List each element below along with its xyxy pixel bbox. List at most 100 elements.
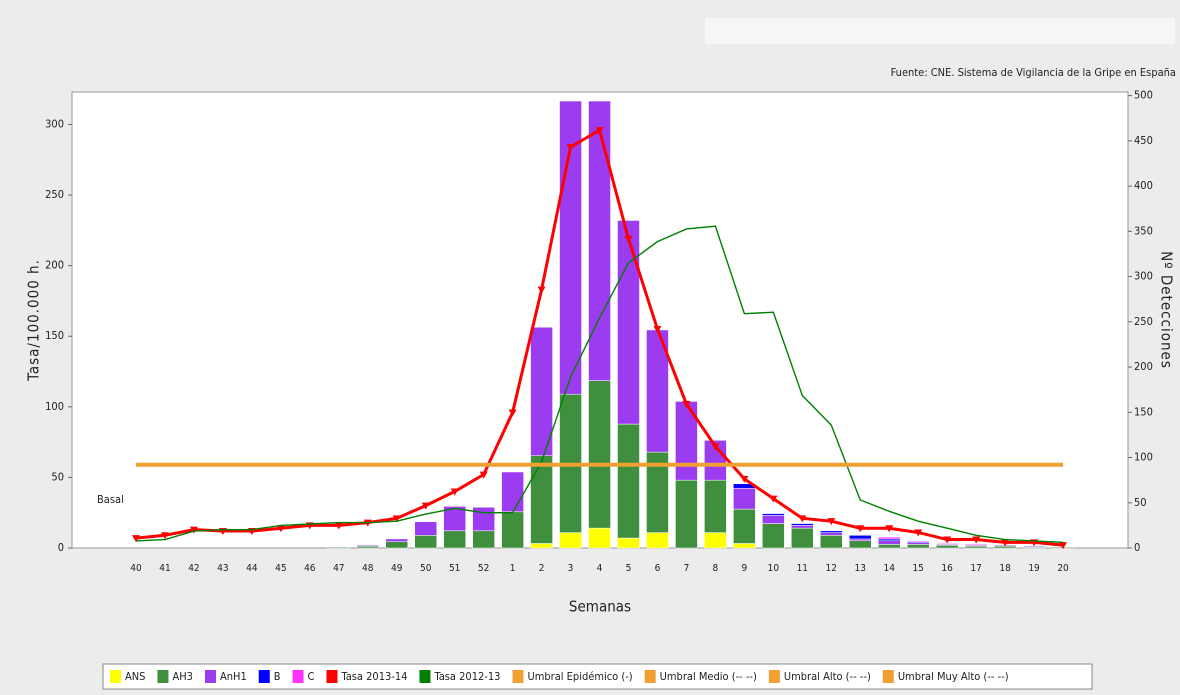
- x-tick-label: 50: [420, 563, 432, 574]
- legend-swatch: [419, 670, 431, 683]
- bar-segment: [414, 535, 437, 549]
- legend-swatch: [326, 670, 338, 683]
- bar-segment: [964, 545, 988, 549]
- bar-segment: [530, 455, 553, 544]
- bar-segment: [704, 532, 727, 549]
- legend-label: Umbral Muy Alto (-- --): [898, 670, 1009, 683]
- bar-segment: [877, 536, 901, 540]
- legend-swatch: [258, 670, 270, 683]
- y2-tick-label: 50: [1134, 496, 1147, 509]
- line-marker: [450, 488, 459, 496]
- bar-segment: [704, 479, 727, 533]
- line-marker: [856, 525, 865, 533]
- line-marker: [595, 127, 604, 135]
- y2-tick-label: 500: [1134, 89, 1153, 102]
- y2-tick-label: 400: [1134, 179, 1153, 192]
- bar-segment: [877, 538, 901, 542]
- legend-swatch: [157, 670, 169, 683]
- x-tick-label: 6: [655, 563, 661, 574]
- line-marker: [392, 515, 401, 523]
- legend-swatch: [768, 670, 780, 683]
- line-marker: [508, 409, 517, 417]
- legend-swatch: [292, 670, 304, 683]
- line-marker: [1059, 542, 1068, 550]
- line-marker: [943, 536, 952, 544]
- bar-segment: [588, 380, 611, 529]
- bar-segment: [356, 545, 380, 549]
- annotation: Basal: [97, 493, 124, 506]
- bar-segment: [877, 540, 901, 545]
- bar-segment: [906, 542, 930, 545]
- x-tick-label: 11: [797, 563, 808, 574]
- line-marker: [160, 532, 169, 540]
- bar-segment: [327, 546, 351, 549]
- bar-segment: [501, 511, 524, 549]
- y2-tick-label: 150: [1134, 405, 1153, 418]
- x-tick-label: 18: [999, 563, 1011, 574]
- bar-segment: [617, 220, 640, 425]
- x-tick-label: 47: [333, 563, 344, 574]
- bar-segment: [733, 543, 756, 549]
- x-axis-label: Semanas: [569, 598, 631, 616]
- y2-tick-label: 450: [1134, 134, 1153, 147]
- y-tick-label: 200: [45, 259, 64, 272]
- y-tick-label: 50: [51, 470, 64, 483]
- bar-segment: [877, 544, 901, 549]
- bar-segment: [791, 523, 814, 526]
- bar-segment: [472, 507, 495, 532]
- line-marker: [537, 286, 546, 294]
- x-tick-label: 12: [826, 563, 837, 574]
- x-tick-label: 19: [1028, 563, 1040, 574]
- x-tick-label: 1: [510, 563, 516, 574]
- x-tick-label: 42: [188, 563, 199, 574]
- y2-tick-label: 200: [1134, 360, 1153, 373]
- y-tick-label: 250: [45, 188, 64, 201]
- line-marker: [421, 502, 430, 510]
- y2-tick-label: 100: [1134, 451, 1153, 464]
- bar-segment: [849, 535, 872, 540]
- x-tick-label: 15: [912, 563, 923, 574]
- line-marker: [1001, 539, 1010, 547]
- line-marker: [682, 401, 691, 408]
- bar-segment: [356, 545, 380, 547]
- legend-label: Umbral Epidémico (-): [527, 670, 632, 683]
- x-tick-label: 43: [217, 563, 228, 574]
- x-tick-label: 13: [855, 563, 866, 574]
- bar-segment: [762, 513, 785, 516]
- bar-segment: [443, 530, 466, 549]
- x-tick-label: 5: [626, 563, 632, 574]
- bar-segment: [617, 537, 640, 549]
- legend-label: Tasa 2013-14: [340, 670, 407, 683]
- x-tick-label: 7: [684, 563, 690, 574]
- bar-segment: [820, 530, 843, 533]
- source: Fuente: CNE. Sistema de Vigilancia de la…: [891, 66, 1176, 79]
- x-tick-label: 10: [768, 563, 780, 574]
- bar-segment: [733, 488, 756, 510]
- line-marker: [827, 518, 836, 526]
- legend-label: Umbral Medio (-- --): [660, 670, 757, 683]
- line-marker: [653, 326, 662, 334]
- line-marker: [798, 515, 807, 523]
- bar-segment: [385, 541, 408, 549]
- bar-segment: [530, 326, 553, 456]
- line: [135, 225, 1064, 544]
- y2-tick-label: 300: [1134, 270, 1153, 283]
- y2-tick-label: 350: [1134, 224, 1153, 237]
- bar-segment: [733, 508, 756, 544]
- x-tick-label: 14: [883, 563, 895, 574]
- y2-axis-label: Nº Detecciones: [1158, 251, 1176, 369]
- y2-tick-label: 0: [1134, 541, 1140, 554]
- legend-label: B: [274, 670, 281, 683]
- line-marker: [769, 495, 778, 503]
- bar-segment: [906, 540, 930, 542]
- x-tick-label: 51: [449, 563, 460, 574]
- bar-segment: [791, 527, 814, 549]
- x-tick-label: 9: [742, 563, 748, 574]
- x-tick-label: 40: [130, 563, 142, 574]
- line-marker: [132, 535, 140, 543]
- x-tick-label: 45: [275, 563, 286, 574]
- bar-segment: [964, 544, 988, 546]
- legend-swatch: [882, 670, 894, 683]
- bar-segment: [443, 506, 466, 532]
